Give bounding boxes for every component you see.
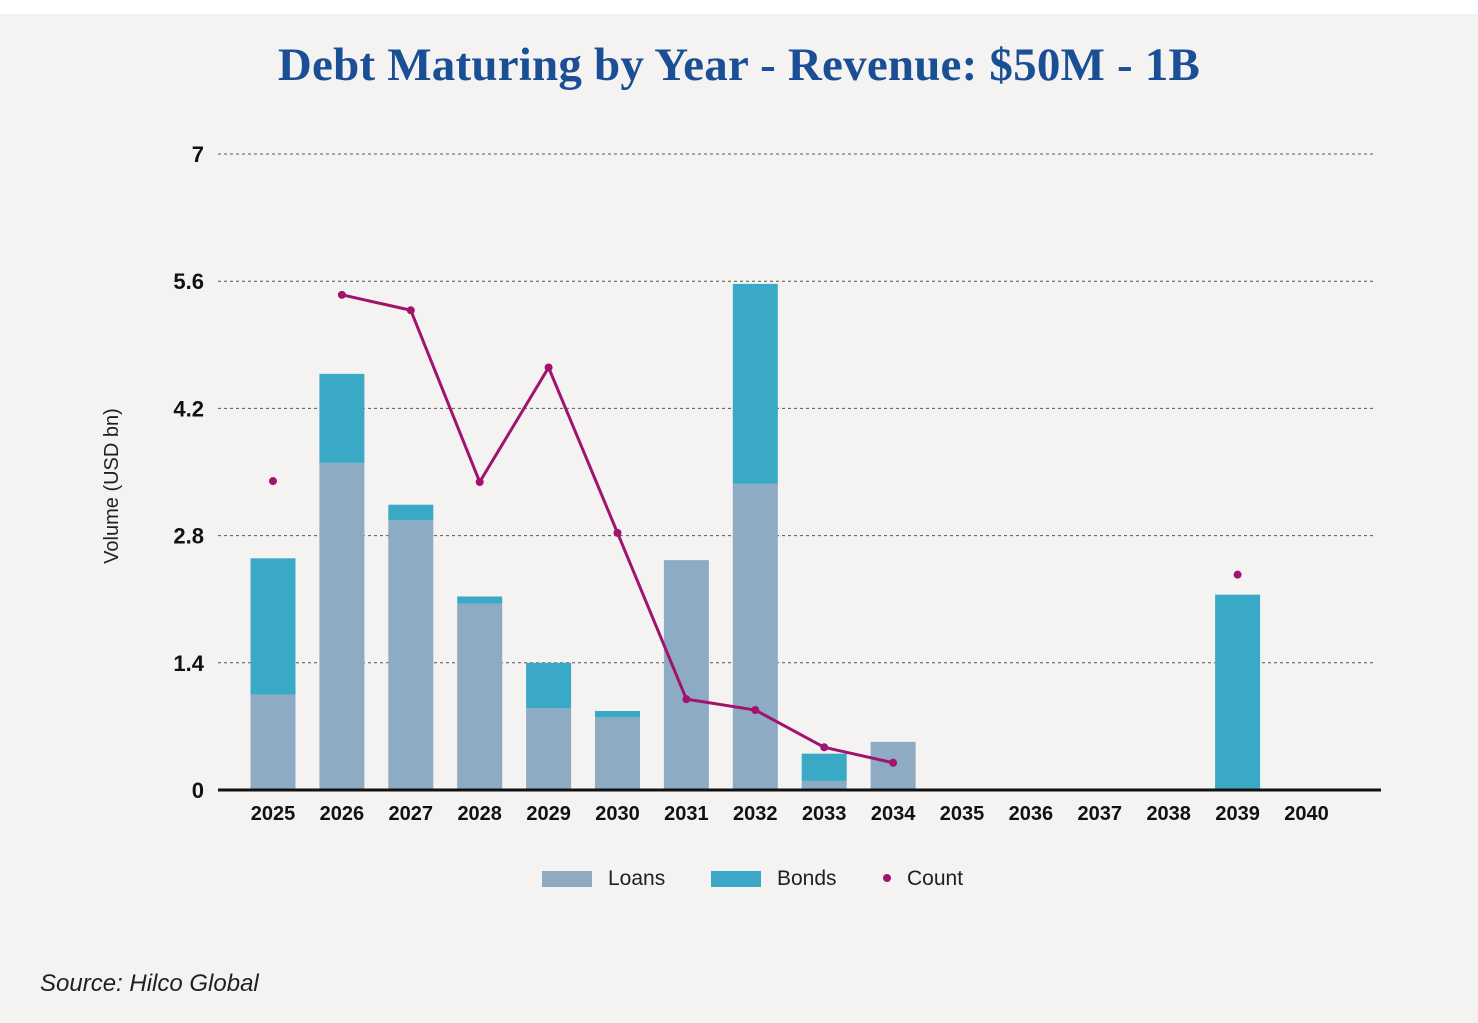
bar-loans-2026	[319, 462, 365, 790]
y-tick-label: 0	[192, 778, 204, 803]
legend-bonds-swatch	[711, 871, 761, 887]
bar-bonds-2032	[732, 283, 778, 484]
chart-title: Debt Maturing by Year - Revenue: $50M - …	[277, 39, 1201, 91]
bars	[250, 283, 1261, 790]
legend-loans-swatch	[542, 871, 592, 887]
x-tick-label: 2026	[320, 803, 365, 825]
x-tick-label: 2040	[1284, 803, 1329, 825]
count-dot-2031	[682, 695, 691, 704]
bar-loans-2033	[801, 780, 847, 790]
y-tick-label: 2.8	[173, 524, 204, 549]
count-dot-2032	[751, 706, 760, 715]
bar-loans-2027	[388, 520, 434, 790]
bar-bonds-2027	[388, 504, 434, 521]
x-tick-label: 2036	[1009, 803, 1054, 825]
bar-bonds-2039	[1215, 594, 1261, 790]
bar-bonds-2029	[526, 662, 572, 709]
count-dot-2026	[337, 290, 346, 299]
bar-loans-2032	[732, 483, 778, 790]
count-dot-2028	[475, 477, 484, 486]
bar-loans-2031	[663, 560, 709, 790]
bar-loans-2030	[595, 717, 640, 790]
x-tick-label: 2033	[802, 803, 847, 825]
legend-count-dot	[883, 874, 891, 882]
x-tick-label: 2028	[457, 803, 502, 825]
x-tick-label: 2039	[1215, 803, 1260, 825]
count-dot-2030	[613, 528, 622, 537]
bar-bonds-2026	[319, 373, 365, 463]
x-tick-label: 2038	[1146, 803, 1191, 825]
x-tick-label: 2029	[526, 803, 571, 825]
count-dot-2039	[1233, 570, 1242, 579]
x-tick-label: 2025	[251, 803, 296, 825]
bar-loans-2025	[250, 694, 296, 790]
y-tick-label: 1.4	[173, 651, 204, 676]
legend-loans-label: Loans	[608, 867, 665, 890]
x-axis-tick-labels: 2025 2026 2027 2028 2029 2030 2031 2032 2033 2034…	[251, 803, 1329, 825]
y-axis-label: Volume (USD bn)	[101, 408, 123, 564]
x-tick-label: 2032	[733, 803, 778, 825]
y-tick-label: 5.6	[173, 269, 204, 294]
x-tick-label: 2034	[871, 803, 916, 825]
count-dot-2027	[406, 306, 415, 315]
bar-bonds-2025	[250, 558, 296, 695]
bar-loans-2028	[457, 603, 503, 790]
y-tick-label: 7	[192, 142, 204, 167]
y-axis-tick-labels: 7 5.6 4.2 2.8 1.4 0	[173, 142, 204, 803]
bar-loans-2029	[526, 708, 572, 790]
x-tick-label: 2030	[595, 803, 640, 825]
legend-count-label: Count	[907, 867, 963, 890]
count-dot-2034	[889, 758, 898, 767]
x-tick-label: 2037	[1078, 803, 1123, 825]
x-tick-label: 2031	[664, 803, 709, 825]
bar-bonds-2028	[457, 596, 503, 604]
count-dot-2033	[820, 743, 829, 752]
x-tick-label: 2035	[940, 803, 985, 825]
y-tick-label: 4.2	[173, 396, 204, 421]
bar-bonds-2033	[801, 753, 847, 781]
legend-bonds-label: Bonds	[777, 867, 837, 890]
count-dot-2029	[544, 363, 553, 372]
legend: Loans Bonds Count	[542, 867, 963, 890]
count-series	[269, 290, 1242, 767]
bar-bonds-2030	[595, 710, 640, 718]
x-tick-label: 2027	[389, 803, 434, 825]
source-note: Source: Hilco Global	[40, 970, 259, 997]
count-dot-2025	[269, 477, 277, 486]
